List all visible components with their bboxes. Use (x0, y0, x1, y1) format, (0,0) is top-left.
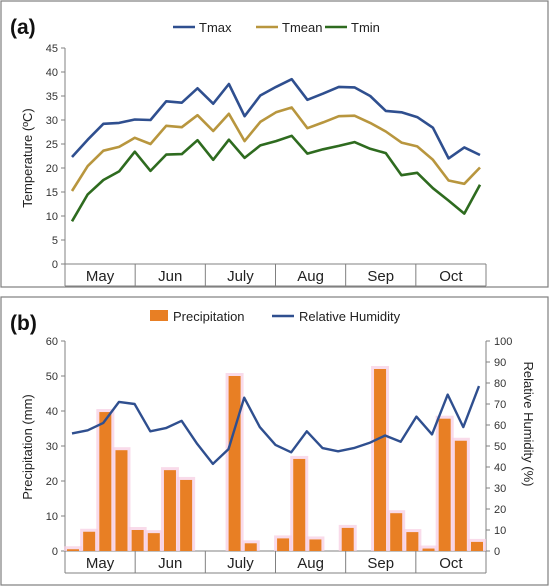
y2-tick-label: 50 (494, 441, 506, 453)
precipitation-bar (390, 513, 403, 551)
precipitation-bar (309, 539, 322, 551)
precipitation-bar (147, 533, 160, 551)
y2-tick-label: 40 (494, 462, 506, 474)
series-line-tmean (70, 106, 481, 192)
precipitation-bar (422, 548, 435, 551)
panel-a-label: (a) (10, 16, 36, 39)
panel-a-ylabel: Temperature (ºC) (20, 108, 35, 207)
precipitation-bar (99, 412, 112, 551)
precipitation-bar (277, 538, 290, 551)
precipitation-bar (180, 479, 193, 551)
y-tick-label: 10 (46, 511, 58, 523)
precipitation-bar (471, 541, 483, 551)
precipitation-bar (228, 376, 241, 551)
y-tick-label: 5 (52, 235, 58, 247)
month-label-aug: Aug (297, 268, 324, 285)
precipitation-bar (374, 369, 387, 551)
y-tick-label: 10 (46, 211, 58, 223)
legend-label-tmax: Tmax (199, 20, 232, 35)
month-label-july: July (227, 268, 254, 285)
month-label-sep: Sep (367, 555, 394, 572)
precipitation-bar (406, 532, 419, 551)
month-label-sep: Sep (367, 268, 394, 285)
month-label-july: July (227, 555, 254, 572)
month-label-may: May (86, 268, 115, 285)
y2-tick-label: 80 (494, 378, 506, 390)
month-label-aug: Aug (297, 555, 324, 572)
panel-b-y2label: Relative Humidity (%) (521, 362, 536, 487)
precipitation-bar (341, 527, 354, 551)
panel-b-legend: Precipitation Relative Humidity (150, 309, 401, 324)
y-tick-label: 30 (46, 441, 58, 453)
y-tick-label: 50 (46, 371, 58, 383)
y2-tick-label: 70 (494, 399, 506, 411)
panel-a-legend: Tmax Tmean Tmin (173, 20, 380, 35)
y2-tick-label: 10 (494, 525, 506, 537)
legend-label-tmin: Tmin (351, 20, 380, 35)
panel-b-ylabel: Precipitation (mm) (20, 394, 35, 499)
y-tick-label: 0 (52, 546, 58, 558)
precipitation-bar (438, 418, 451, 551)
y2-tick-label: 0 (494, 546, 500, 558)
panel-a-y-axis: 0 5 10 15 20 25 30 35 40 45 (46, 43, 66, 271)
legend-label-precipitation: Precipitation (173, 309, 245, 324)
panel-a-frame (0, 0, 549, 288)
precipitation-bar (83, 531, 96, 551)
precipitation-bar (244, 543, 257, 551)
y-tick-label: 25 (46, 139, 58, 151)
y2-tick-label: 90 (494, 357, 506, 369)
panel-a-x-axis: May Jun July Aug Sep Oct (64, 263, 487, 287)
y-tick-label: 15 (46, 187, 58, 199)
panel-b: (b) Precipitation Relative Humidity Preci… (0, 296, 549, 586)
y2-tick-label: 60 (494, 420, 506, 432)
panel-b-y2-axis: 0 10 20 30 40 50 60 70 80 90 100 (485, 336, 512, 558)
precipitation-bar (293, 458, 306, 551)
y-tick-label: 20 (46, 163, 58, 175)
precipitation-bar (131, 530, 144, 551)
precipitation-bar (454, 440, 467, 551)
panel-b-plot-area (64, 366, 486, 551)
legend-label-tmean: Tmean (282, 20, 322, 35)
month-label-may: May (86, 555, 115, 572)
series-line-relative-humidity (71, 385, 481, 466)
month-label-oct: Oct (439, 555, 463, 572)
panel-b-y-axis: 0 10 20 30 40 50 60 (46, 336, 66, 558)
y-tick-label: 40 (46, 406, 58, 418)
panel-a-plot-area (70, 77, 482, 222)
bar-halo (64, 546, 82, 551)
y2-tick-label: 20 (494, 504, 506, 516)
precipitation-bar (115, 450, 128, 551)
month-label-jun: Jun (158, 555, 182, 572)
month-label-jun: Jun (158, 268, 182, 285)
y2-tick-label: 100 (494, 336, 512, 348)
y2-tick-label: 30 (494, 483, 506, 495)
y-tick-label: 20 (46, 476, 58, 488)
series-line-tmax (71, 77, 481, 160)
y-tick-label: 0 (52, 259, 58, 271)
month-label-oct: Oct (439, 268, 463, 285)
precipitation-bar (67, 549, 79, 551)
legend-label-relative-humidity: Relative Humidity (299, 309, 401, 324)
y-tick-label: 30 (46, 115, 58, 127)
panel-a: (a) Tmax Tmean Tmin Temperature (ºC) 0 5 10 1… (0, 0, 549, 288)
panel-b-label: (b) (10, 312, 37, 335)
series-line-tmin (70, 134, 482, 222)
precipitation-bar (163, 470, 176, 551)
bar-halo (419, 545, 438, 551)
legend-swatch-precipitation (150, 310, 168, 321)
y-tick-label: 45 (46, 43, 58, 55)
y-tick-label: 60 (46, 336, 58, 348)
y-tick-label: 35 (46, 91, 58, 103)
y-tick-label: 40 (46, 67, 58, 79)
